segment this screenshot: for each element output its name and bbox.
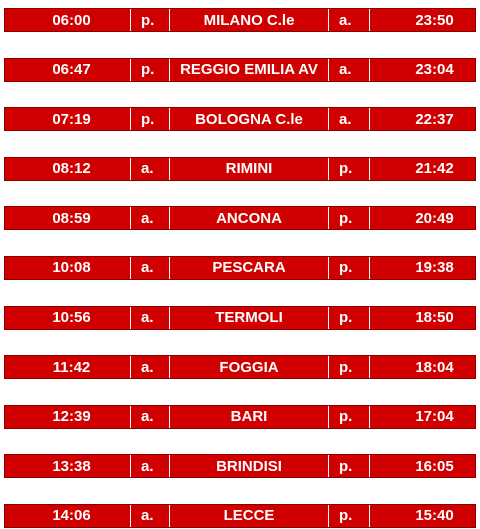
station-name-cell: FOGGIA <box>170 356 329 379</box>
direction-code-cell: p. <box>131 9 170 31</box>
departure-time-cell: 14:06 <box>5 504 131 527</box>
return-time-cell: 22:37 <box>415 110 454 128</box>
departure-time-cell: 11:42 <box>5 356 131 379</box>
table-row: 13:38 a. BRINDISI p. 16:05 <box>4 454 476 479</box>
departure-time-cell: 07:19 <box>5 108 131 131</box>
station-name-cell: PESCARA <box>170 256 329 279</box>
table-row: 12:39 a. BARI p. 17:04 <box>4 404 476 429</box>
return-time-cell: 21:42 <box>415 160 454 178</box>
return-direction-code-cell: p. <box>329 157 370 180</box>
return-time-cell: 17:04 <box>415 408 454 426</box>
table-row: 06:47 p. REGGIO EMILIA AV a. 23:04 <box>4 57 476 82</box>
return-time-cell: 18:04 <box>415 358 454 376</box>
table-row: 07:19 p. BOLOGNA C.le a. 22:37 <box>4 107 476 132</box>
direction-code-cell: a. <box>131 455 170 478</box>
station-name-cell: ANCONA <box>170 207 329 230</box>
return-time-cell: 16:05 <box>415 457 454 475</box>
station-name-cell: BRINDISI <box>170 455 329 478</box>
departure-time-cell: 08:12 <box>5 157 131 180</box>
return-time-cell: 23:50 <box>415 11 454 29</box>
table-row: 06:00 p. MILANO C.le a. 23:50 <box>4 8 476 32</box>
departure-time-cell: 08:59 <box>5 207 131 230</box>
direction-code-cell: a. <box>131 504 170 527</box>
departure-time-cell: 12:39 <box>5 405 131 428</box>
return-direction-code-cell: p. <box>329 455 370 478</box>
return-direction-code-cell: p. <box>329 504 370 527</box>
station-name-cell: TERMOLI <box>170 306 329 329</box>
departure-time-cell: 06:00 <box>5 9 131 31</box>
station-name-cell: LECCE <box>170 504 329 527</box>
table-row: 08:59 a. ANCONA p. 20:49 <box>4 206 476 231</box>
direction-code-cell: a. <box>131 405 170 428</box>
direction-code-cell: a. <box>131 356 170 379</box>
timetable: 06:00 p. MILANO C.le a. 23:50 06:47 p. R… <box>4 8 476 528</box>
station-name-cell: RIMINI <box>170 157 329 180</box>
return-direction-code-cell: a. <box>329 108 370 131</box>
departure-time-cell: 13:38 <box>5 455 131 478</box>
return-direction-code-cell: p. <box>329 306 370 329</box>
station-name-cell: BOLOGNA C.le <box>170 108 329 131</box>
return-direction-code-cell: p. <box>329 207 370 230</box>
table-row: 10:08 a. PESCARA p. 19:38 <box>4 255 476 280</box>
station-name-cell: REGGIO EMILIA AV <box>170 58 329 81</box>
return-time-cell: 15:40 <box>415 507 454 525</box>
return-direction-code-cell: p. <box>329 256 370 279</box>
direction-code-cell: a. <box>131 306 170 329</box>
direction-code-cell: a. <box>131 256 170 279</box>
return-direction-code-cell: a. <box>329 9 370 31</box>
return-time-cell: 23:04 <box>415 61 454 79</box>
station-name-cell: MILANO C.le <box>170 9 329 31</box>
table-row: 11:42 a. FOGGIA p. 18:04 <box>4 355 476 380</box>
direction-code-cell: p. <box>131 58 170 81</box>
return-direction-code-cell: p. <box>329 356 370 379</box>
return-time-cell: 19:38 <box>415 259 454 277</box>
station-name-cell: BARI <box>170 405 329 428</box>
direction-code-cell: p. <box>131 108 170 131</box>
return-direction-code-cell: p. <box>329 405 370 428</box>
table-row: 14:06 a. LECCE p. 15:40 <box>4 503 476 528</box>
departure-time-cell: 10:56 <box>5 306 131 329</box>
return-direction-code-cell: a. <box>329 58 370 81</box>
return-time-cell: 18:50 <box>415 309 454 327</box>
direction-code-cell: a. <box>131 157 170 180</box>
table-row: 10:56 a. TERMOLI p. 18:50 <box>4 305 476 330</box>
departure-time-cell: 06:47 <box>5 58 131 81</box>
return-time-cell: 20:49 <box>415 209 454 227</box>
table-row: 08:12 a. RIMINI p. 21:42 <box>4 156 476 181</box>
departure-time-cell: 10:08 <box>5 256 131 279</box>
direction-code-cell: a. <box>131 207 170 230</box>
